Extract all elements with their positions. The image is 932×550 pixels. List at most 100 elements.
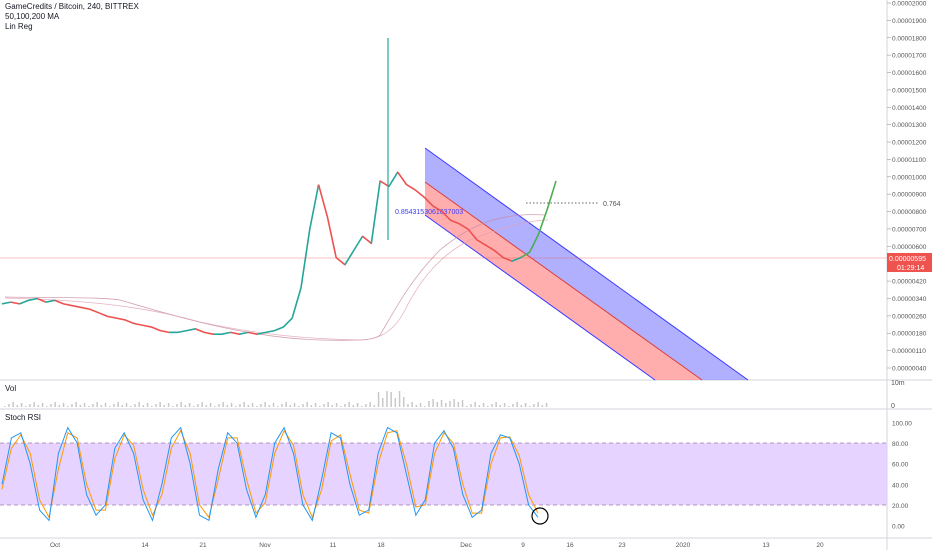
volume-bar <box>440 400 443 407</box>
volume-bar <box>117 402 119 407</box>
moving-average-curve <box>4 214 546 341</box>
price-segment <box>72 304 82 309</box>
volume-bar <box>293 403 296 407</box>
volume-bar <box>184 405 187 407</box>
stoch-rsi-pane-label[interactable]: Stoch RSI <box>5 413 42 422</box>
volume-bar <box>356 403 359 407</box>
ma-indicator-label[interactable]: 50,100,200 MA <box>5 12 60 21</box>
volume-bar <box>205 405 208 407</box>
volume-bar <box>319 406 321 407</box>
price-segment <box>230 331 240 335</box>
volume-bar <box>62 403 65 407</box>
volume-bar <box>302 404 304 407</box>
price-segment <box>239 331 249 335</box>
volume-bar <box>491 404 493 407</box>
price-segment <box>10 301 20 305</box>
volume-bar <box>41 403 44 407</box>
volume-bar <box>524 403 527 407</box>
volume-bar <box>146 403 149 407</box>
price-axis-label: 0.00001900 <box>892 18 927 25</box>
volume-bar <box>508 406 510 407</box>
volume-bar <box>281 404 283 407</box>
volume-bar <box>298 406 300 407</box>
volume-bar <box>264 402 266 407</box>
volume-bar <box>25 406 27 407</box>
price-segment <box>133 322 143 327</box>
volume-bar <box>377 392 380 407</box>
stoch-axis-label: 0.00 <box>892 524 905 531</box>
price-axis-label: 0.00001400 <box>892 105 927 112</box>
volume-bar <box>260 404 262 407</box>
price-segment <box>160 329 170 334</box>
volume-bar <box>214 406 216 407</box>
volume-axis-top-label: 10m <box>891 380 905 387</box>
price-segment <box>414 189 425 198</box>
volume-bar <box>46 406 48 407</box>
time-axis-label: 21 <box>199 542 207 549</box>
volume-bar <box>478 405 481 407</box>
stoch-axis-label: 20.00 <box>892 503 909 510</box>
volume-bar <box>176 404 178 407</box>
volume-bar <box>327 402 329 407</box>
volume-bar <box>88 406 90 407</box>
volume-bar <box>230 403 233 407</box>
volume-bar <box>335 403 338 407</box>
stoch-axis-label: 60.00 <box>892 462 909 469</box>
volume-bar <box>529 406 531 407</box>
volume-bar <box>58 405 61 407</box>
volume-bar <box>121 405 124 407</box>
price-axis-label: 0.00000110 <box>892 348 926 355</box>
volume-bar <box>545 403 548 407</box>
volume-bar <box>125 403 128 407</box>
volume-bar <box>340 406 342 407</box>
price-segment <box>221 331 231 335</box>
volume-bar <box>495 402 497 407</box>
volume-bar <box>201 402 203 407</box>
volume-bar <box>457 402 460 407</box>
price-axis-label: 0.00001800 <box>892 35 927 42</box>
price-segment <box>308 184 320 230</box>
volume-bar <box>331 405 334 407</box>
last-price-tag: 0.00000595 <box>889 256 926 263</box>
countdown-tag-bg <box>887 263 932 272</box>
symbol-title[interactable]: GameCredits / Bitcoin, 240, BITTREX <box>5 2 139 11</box>
price-segment <box>476 239 487 246</box>
volume-bar <box>432 399 434 407</box>
volume-bar <box>8 404 10 407</box>
volume-bar <box>285 402 287 407</box>
price-axis-label: 0.00000420 <box>892 279 927 286</box>
volume-bars <box>4 391 548 407</box>
volume-bar <box>394 398 397 407</box>
price-segment <box>441 210 452 221</box>
volume-axis-zero-label: 0 <box>891 403 895 410</box>
price-segment <box>28 297 38 302</box>
price-segment <box>423 196 434 207</box>
volume-bar <box>180 402 182 407</box>
price-segment <box>335 256 346 266</box>
time-axis-label: Oct <box>50 542 60 549</box>
price-segment <box>485 244 495 252</box>
price-segment <box>528 234 540 253</box>
volume-bar <box>386 391 388 407</box>
volume-bar <box>4 406 6 407</box>
price-series <box>1 38 557 335</box>
volume-bar <box>167 403 170 407</box>
price-segment <box>98 312 108 318</box>
stoch-axis-label: 40.00 <box>892 482 909 489</box>
linreg-indicator-label[interactable]: Lin Reg <box>5 22 33 31</box>
volume-bar <box>193 406 195 407</box>
price-segment <box>362 235 372 244</box>
price-axis-label: 0.00002000 <box>892 1 927 8</box>
stoch-circle-annotation <box>531 507 549 525</box>
volume-bar <box>272 403 275 407</box>
price-axis-label: 0.00001300 <box>892 122 927 129</box>
volume-pane-label[interactable]: Vol <box>5 384 17 393</box>
price-segment <box>546 180 557 210</box>
volume-bar <box>449 401 451 407</box>
volume-bar <box>268 405 271 407</box>
price-segment <box>493 249 504 259</box>
volume-bar <box>159 402 161 407</box>
volume-bar <box>104 403 107 407</box>
price-segment <box>511 256 522 262</box>
